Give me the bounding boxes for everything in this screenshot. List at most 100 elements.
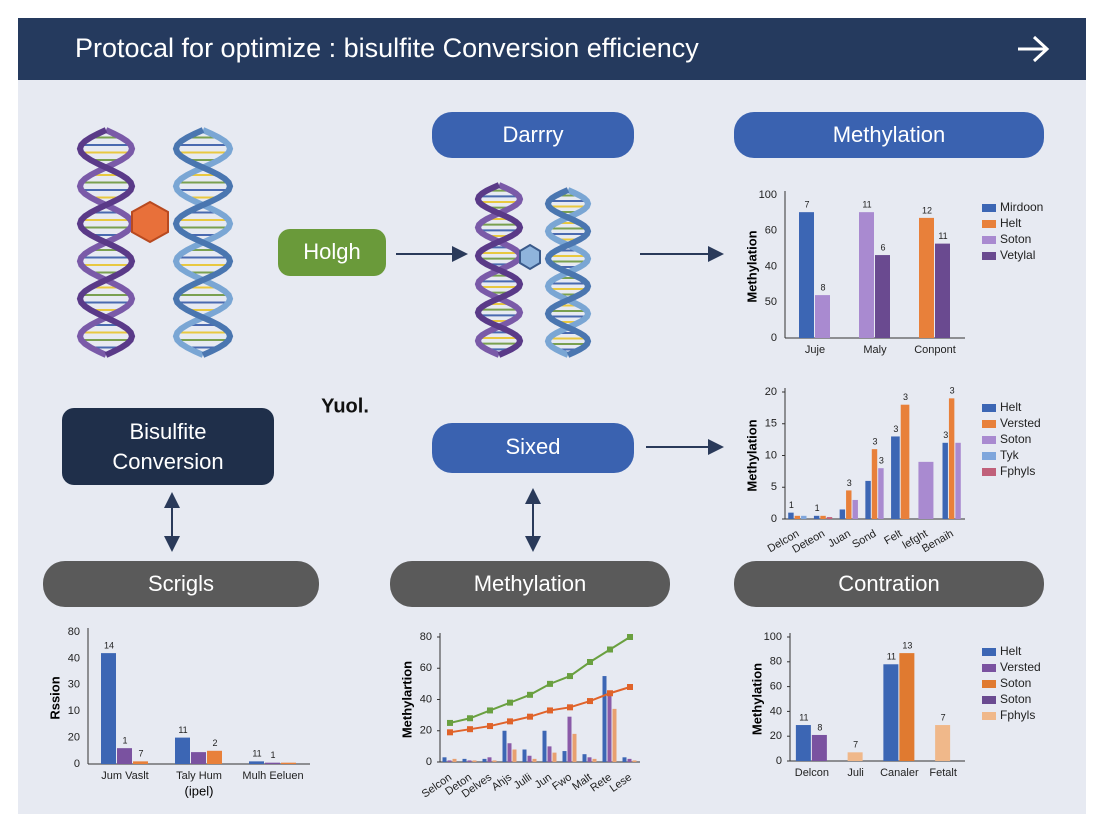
molecule — [519, 243, 541, 271]
bar — [871, 449, 878, 519]
y-tick-label: 0 — [776, 755, 782, 767]
legend-swatch — [982, 680, 996, 688]
bar — [935, 725, 951, 761]
bar — [627, 758, 632, 762]
bar — [799, 212, 814, 338]
node-box — [278, 229, 386, 276]
y-tick-label: 10 — [765, 449, 777, 461]
node-box — [62, 408, 274, 485]
y-tick-label: 0 — [74, 758, 80, 770]
bar — [492, 760, 497, 762]
bar — [813, 515, 820, 519]
legend-label: Soton — [1000, 432, 1031, 446]
x-tick-label: Juli — [847, 767, 864, 779]
y-tick-label: 40 — [68, 652, 80, 664]
bar — [899, 653, 915, 761]
bar — [482, 758, 487, 762]
data-label: 8 — [817, 722, 822, 732]
line-marker — [507, 699, 513, 706]
legend-label: Tyk — [1000, 448, 1020, 462]
node-box — [734, 112, 1044, 158]
node-label: Darrry — [502, 122, 563, 147]
bar — [820, 515, 826, 519]
bar — [542, 730, 547, 762]
data-label: 1 — [270, 750, 275, 760]
y-tick-label: 20 — [765, 386, 777, 398]
y-axis-label: Methylation — [749, 663, 764, 735]
bar — [942, 442, 948, 519]
bar — [117, 748, 132, 764]
data-label: 3 — [943, 430, 948, 440]
bar — [795, 725, 811, 761]
bar — [788, 512, 794, 519]
node-label-box: Bisulfite Conversion — [112, 419, 223, 474]
line-marker — [627, 684, 633, 690]
y-tick-label: 40 — [420, 693, 432, 705]
bar — [587, 757, 592, 762]
legend-label: Soton — [1000, 692, 1031, 706]
data-label: 12 — [922, 205, 932, 215]
bar — [522, 749, 527, 762]
data-label: 3 — [872, 437, 877, 447]
bar — [602, 676, 607, 762]
data-label: 11 — [178, 725, 187, 735]
arrow-icon[interactable] — [1018, 35, 1050, 63]
legend-label: Helt — [1000, 644, 1022, 658]
legend-swatch — [982, 420, 996, 428]
bar — [502, 730, 507, 762]
bar — [847, 752, 863, 761]
y-tick-label: 50 — [765, 296, 777, 308]
legend-label: Versted — [1000, 660, 1041, 674]
x-tick-label: Maly — [863, 344, 887, 356]
data-label: 3 — [893, 424, 898, 434]
bar — [442, 757, 447, 762]
data-label: 6 — [880, 242, 885, 252]
legend-swatch — [982, 712, 996, 720]
node-label: Methylation — [833, 122, 946, 147]
bar — [175, 737, 190, 764]
node-label: Methylation — [474, 571, 587, 596]
line-marker — [447, 719, 453, 726]
node-box — [43, 561, 319, 607]
bar — [592, 758, 597, 762]
line — [449, 686, 631, 734]
y-tick-label: 20 — [770, 730, 782, 742]
data-label: 11 — [862, 200, 871, 210]
bar — [562, 751, 567, 762]
data-label: 1 — [815, 503, 820, 513]
y-tick-label: 40 — [765, 260, 777, 272]
node-label: Holgh — [303, 239, 360, 264]
data-label: 14 — [104, 640, 114, 650]
y-tick-label: 80 — [420, 631, 432, 643]
legend-swatch — [982, 204, 996, 212]
line-marker — [527, 691, 533, 698]
node-box — [432, 423, 634, 473]
bar — [955, 442, 961, 519]
y-axis-label: Methylation — [744, 230, 759, 302]
x-tick-label: Delcon — [795, 767, 829, 779]
bar — [811, 734, 827, 761]
data-label: 7 — [804, 200, 809, 210]
bar — [826, 517, 833, 519]
bar — [472, 760, 477, 762]
data-label: 3 — [950, 386, 955, 396]
data-label: 7 — [941, 712, 946, 722]
legend-swatch — [982, 252, 996, 260]
bar — [859, 212, 874, 338]
bar — [249, 761, 264, 764]
strand — [474, 182, 524, 358]
bar — [865, 480, 871, 519]
y-tick-label: 60 — [770, 681, 782, 693]
bar — [891, 436, 900, 519]
y-axis-label: Methylartion — [399, 661, 414, 738]
bar — [582, 754, 587, 762]
data-label: 11 — [799, 712, 808, 722]
y-tick-label: 40 — [770, 705, 782, 717]
bar — [878, 468, 884, 519]
bar — [207, 750, 222, 764]
molecule — [131, 200, 169, 244]
line-marker — [487, 723, 493, 730]
bar — [191, 752, 206, 764]
legend-label: Versted — [1000, 416, 1041, 430]
